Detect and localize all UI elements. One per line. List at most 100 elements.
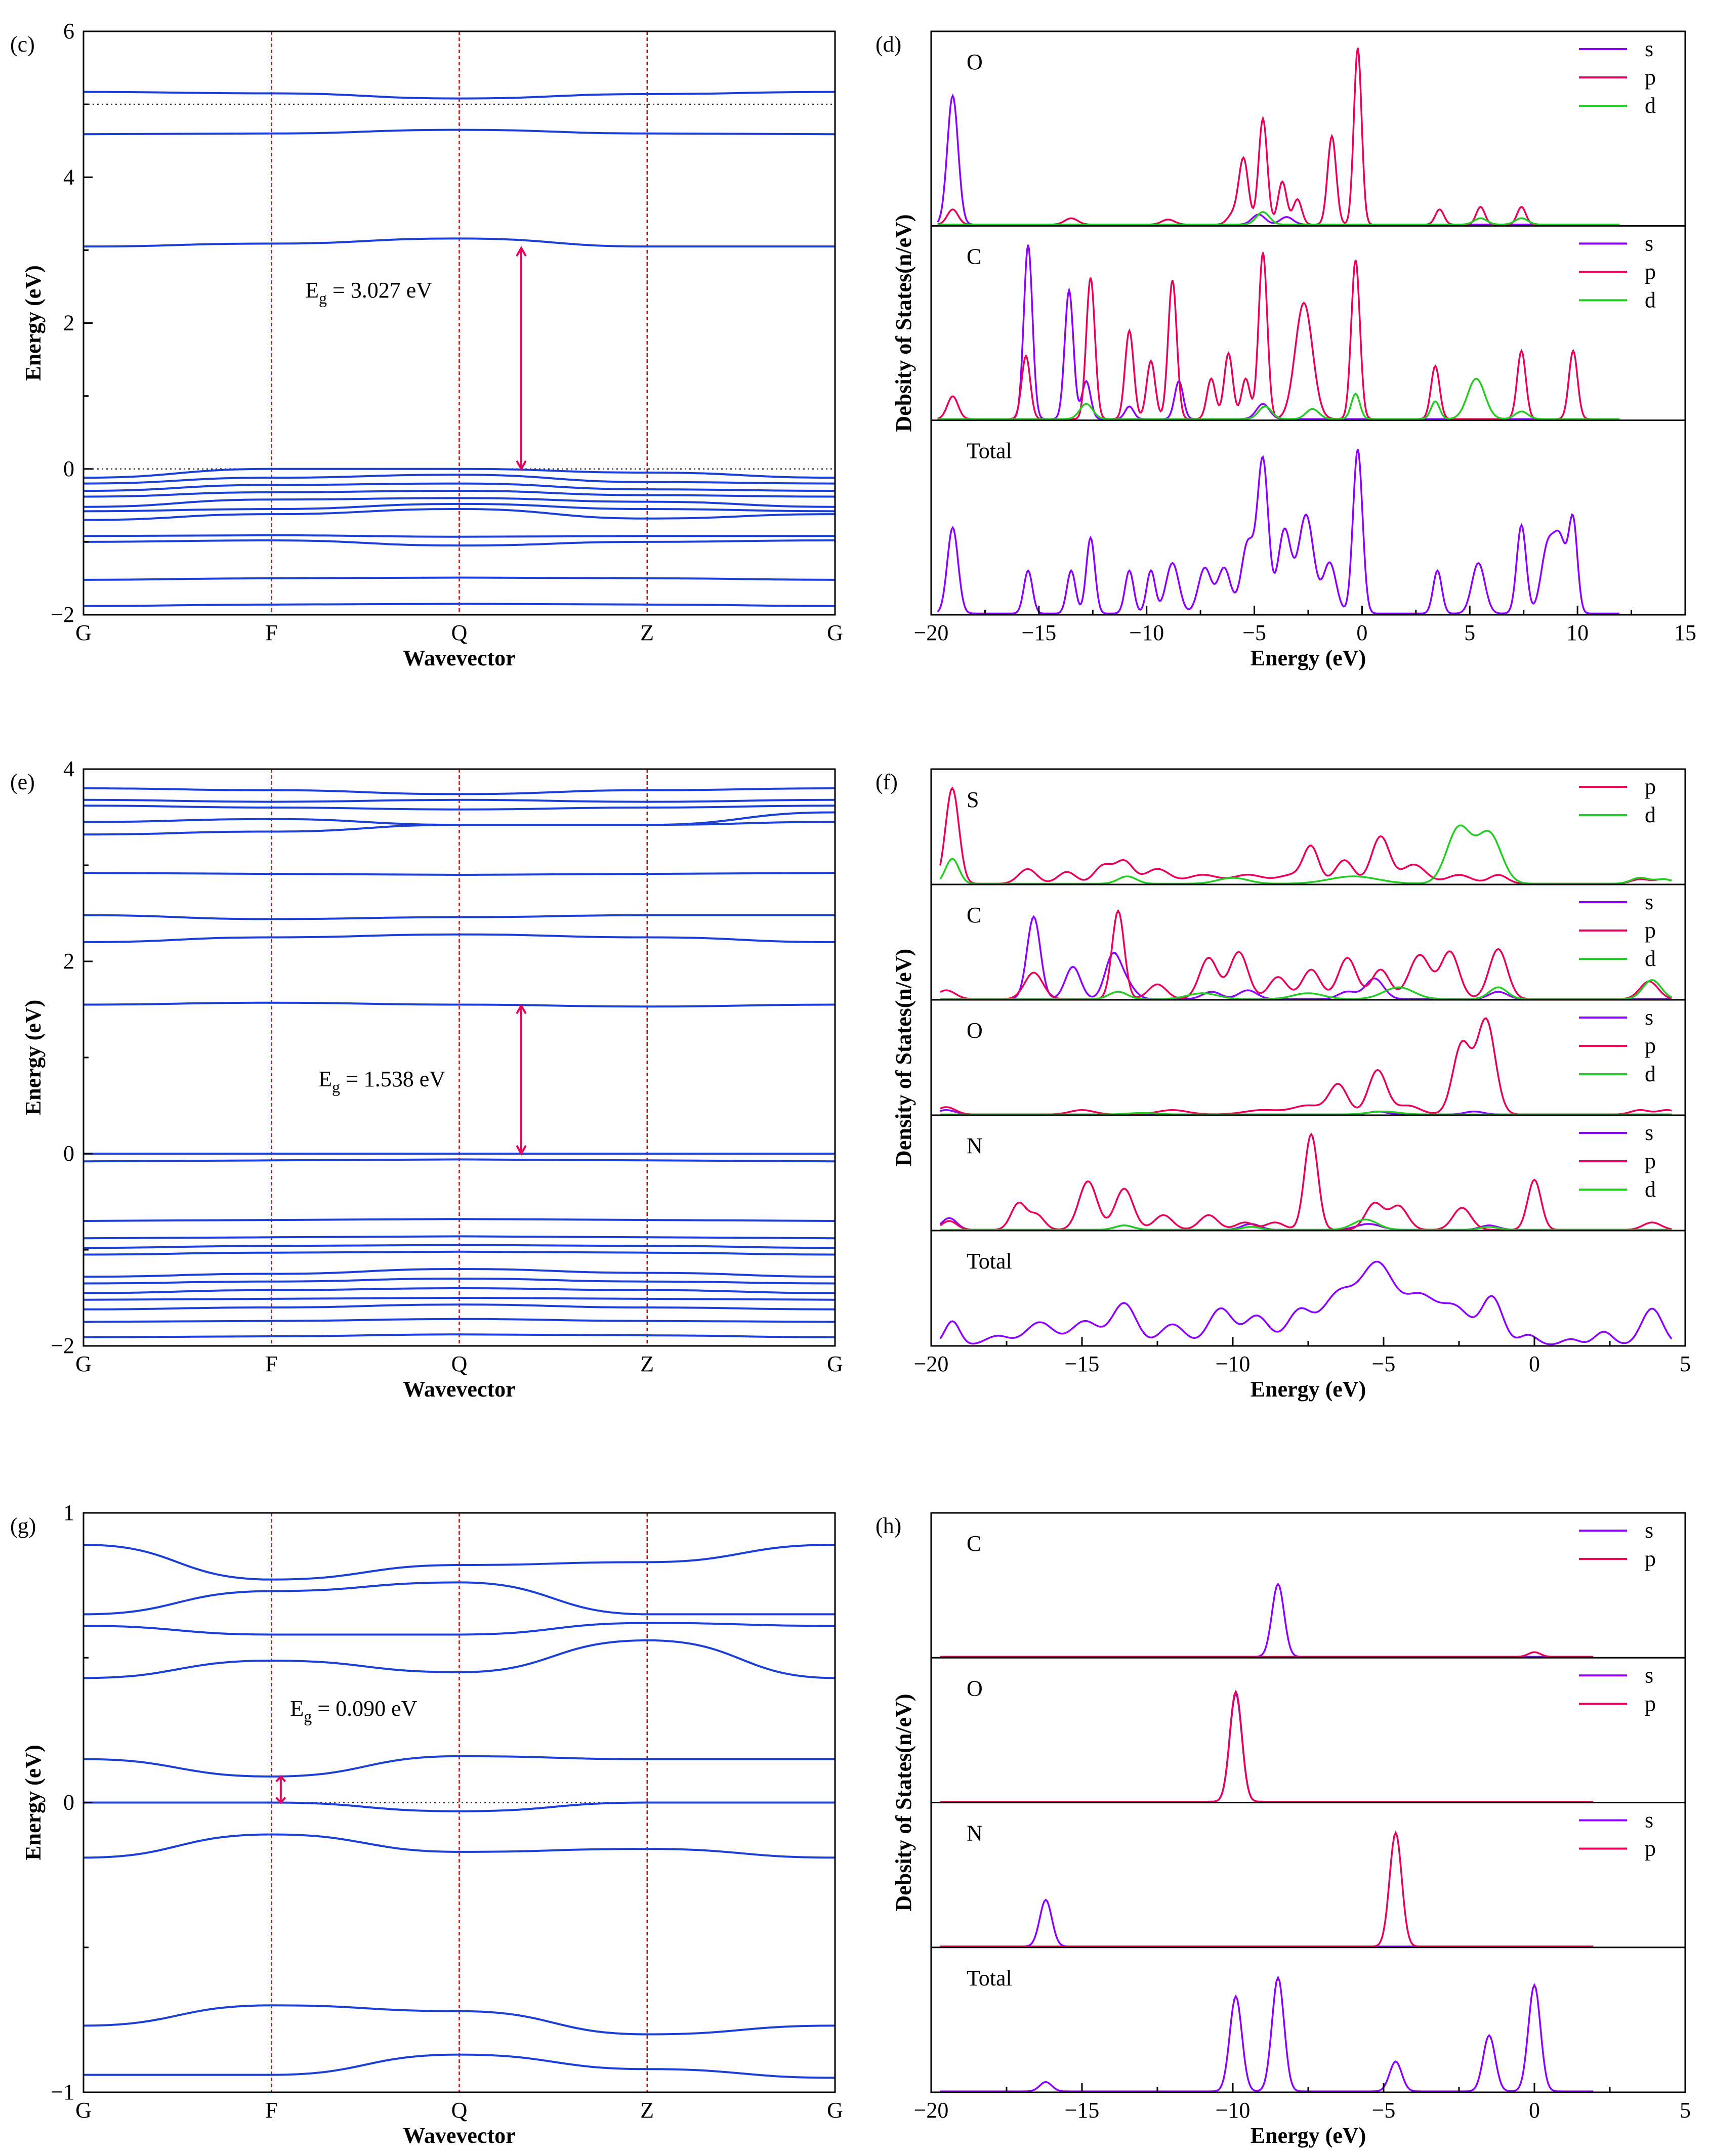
band-line-b12: [83, 1158, 836, 1163]
dos-element-label: O: [967, 50, 983, 74]
dos-curve-p: [940, 1689, 1594, 1803]
dos-curve-s: [937, 244, 1620, 420]
band-line-b4: [83, 534, 835, 538]
band-line-b13: [83, 129, 836, 136]
band-line-b8: [83, 489, 836, 498]
band-line-b7: [83, 1267, 836, 1278]
x-tick-label: −10: [1216, 2098, 1251, 2123]
x-tick-label: −20: [914, 1351, 949, 1376]
legend-label-p: p: [1645, 1033, 1656, 1058]
dos-curve-p: [940, 1830, 1594, 1948]
dos-subplot-total: Total: [931, 1947, 1685, 2092]
panel-label: (d): [876, 32, 901, 57]
band-line-b10: [83, 1235, 836, 1240]
x-axis-title: Energy (eV): [1251, 1377, 1366, 1402]
legend-label-d: d: [1645, 1062, 1656, 1086]
arrow-head-down: [516, 460, 527, 471]
dos-curve-d: [937, 377, 1620, 420]
legend-label-p: p: [1645, 1149, 1656, 1173]
dos-curve-total: [939, 1260, 1673, 1345]
legend-label-d: d: [1645, 93, 1656, 118]
y-tick-label: 0: [63, 1141, 74, 1166]
x-tick-label: G: [75, 2098, 92, 2123]
dos-subplot-o: Osp: [931, 1657, 1685, 1803]
x-axis-title: Energy (eV): [1251, 2123, 1366, 2148]
x-tick-label: −5: [1242, 620, 1266, 645]
x-tick-label: −5: [1372, 1351, 1396, 1376]
band-line-b9: [83, 1244, 836, 1249]
legend-label-p: p: [1645, 1691, 1656, 1716]
x-tick-label: Z: [640, 2098, 654, 2123]
arrow-head-down: [516, 1145, 527, 1156]
dos-curve-s: [940, 915, 1672, 1000]
x-tick-label: 5: [1464, 620, 1475, 645]
dos-curve-s: [940, 1898, 1594, 1948]
band-line-b8: [83, 1581, 835, 1616]
y-tick-label: 2: [63, 949, 74, 974]
legend-label-p: p: [1645, 259, 1656, 284]
x-tick-label: −15: [1065, 2098, 1100, 2123]
x-tick-label: Q: [451, 2098, 468, 2123]
dos-element-label: S: [967, 787, 979, 812]
band-panel-2: −1 0 1 G F Q Z G Wavevector Energy (eV) (g) Eg = 0.…: [10, 1500, 843, 2148]
band-line-b2: [83, 1318, 836, 1323]
band-line-b6: [83, 1277, 836, 1285]
legend-label-s: s: [1645, 1005, 1653, 1030]
dos-curve-p: [939, 786, 1672, 885]
dos-element-label: C: [967, 244, 981, 269]
panel-label: (h): [876, 1513, 901, 1538]
legend-label-s: s: [1645, 1120, 1653, 1145]
legend-label-s: s: [1645, 36, 1653, 61]
band-line-b19: [83, 818, 836, 826]
band-line-b22: [83, 787, 836, 795]
band-line-b10: [83, 474, 836, 485]
arrow-head-down: [275, 1797, 286, 1804]
band-line-b5: [83, 1755, 835, 1778]
arrow-head-up: [516, 245, 527, 257]
y-tick-label: −1: [51, 2080, 74, 2104]
dos-subplot-n: Nsp: [931, 1802, 1685, 1948]
legend-label-p: p: [1645, 918, 1656, 943]
band-line-b3: [83, 1303, 836, 1310]
dos-curve-p: [940, 909, 1672, 1000]
dos-element-label: N: [967, 1133, 983, 1158]
band-line-b3: [83, 1833, 836, 1859]
legend-label-p: p: [1645, 1836, 1656, 1861]
band-line-b14: [83, 1001, 836, 1008]
x-tick-label: 5: [1680, 2098, 1691, 2123]
dos-curve-p: [940, 1017, 1672, 1116]
band-line-b6: [83, 1639, 836, 1679]
panel-label: (c): [10, 32, 35, 57]
band-line-b8: [83, 1250, 836, 1256]
dos-element-label: O: [967, 1018, 983, 1043]
x-tick-label: −15: [1021, 620, 1056, 645]
x-tick-label: −5: [1372, 2098, 1396, 2123]
legend-label-s: s: [1645, 231, 1653, 256]
band-line-b2: [83, 576, 836, 581]
band-line-b21: [83, 798, 836, 803]
dos-curve-d: [940, 1110, 1672, 1116]
x-tick-label: Z: [640, 620, 654, 645]
y-axis-title: Energy (eV): [21, 1000, 46, 1116]
y-tick-label: −2: [51, 602, 74, 627]
dos-element-label: C: [967, 903, 981, 927]
band-line-b4: [83, 1296, 836, 1301]
legend-label-d: d: [1645, 946, 1656, 971]
y-tick-label: 4: [63, 164, 74, 189]
dos-curve-s: [940, 1582, 1594, 1658]
dos-curve-d: [937, 211, 1620, 226]
band-line-b6: [83, 502, 836, 513]
x-tick-label: Q: [451, 620, 468, 645]
x-tick-label: 10: [1566, 620, 1589, 645]
plot-frame: [930, 30, 1686, 616]
dos-curve-p: [937, 48, 1620, 226]
dos-curve-s: [939, 1217, 1672, 1231]
band-line-b5: [83, 1287, 836, 1294]
dos-curve-s: [937, 93, 1620, 226]
legend-label-s: s: [1645, 890, 1653, 914]
y-axis-title: Energy (eV): [21, 265, 46, 381]
